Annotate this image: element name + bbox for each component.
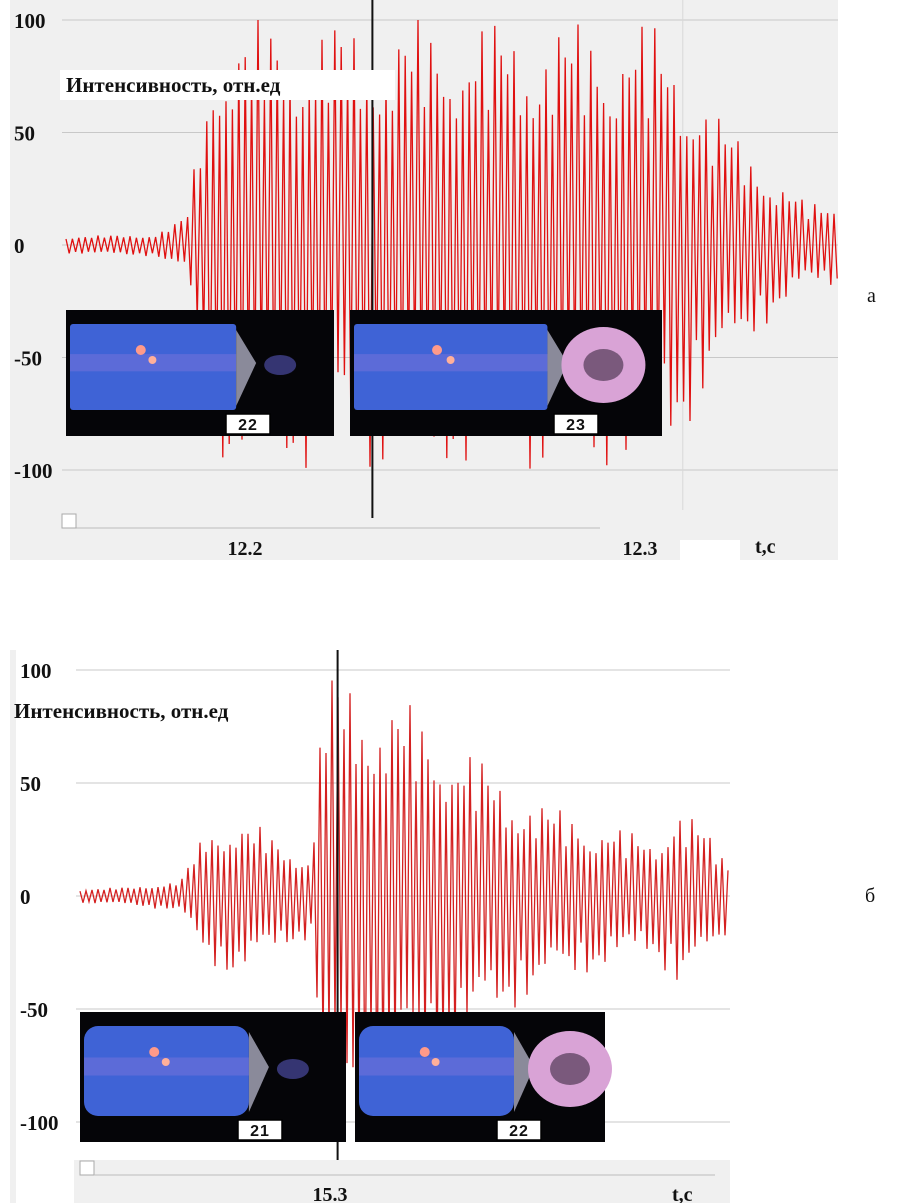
scroll-left-handle[interactable] (79, 1160, 95, 1176)
frame-number-badge (237, 1119, 283, 1141)
flame-core (583, 349, 624, 381)
signal-path (79, 680, 729, 1108)
x-tick-label: 12.3 (623, 538, 658, 560)
series-line-b (79, 680, 729, 1108)
inset-photo-21: 21 (80, 1012, 346, 1142)
x-axis-strip (74, 1160, 730, 1203)
frame-number-badge (553, 413, 599, 435)
panel-label: а (867, 285, 876, 307)
xlabel-bg (680, 540, 740, 560)
glow-spot (161, 1058, 170, 1066)
frame-number: 22 (509, 1123, 529, 1140)
y-ticks: 100 50 0 -50 -100 (14, 9, 53, 483)
glow-spot (431, 1058, 440, 1066)
y-tick-label: -50 (14, 347, 42, 371)
nozzle (514, 1032, 534, 1112)
y-tick-label: -100 (14, 459, 53, 483)
nozzle (547, 330, 568, 406)
plasma-band (359, 1057, 514, 1076)
x-tick-label: 15.3 (313, 1184, 348, 1203)
glow-spot (135, 345, 146, 355)
chart-b-svg: 21 22 100 50 0 -50 -100 Интенсивность, отн.ед… (10, 650, 875, 1203)
y-tick-label: 0 (20, 885, 31, 909)
frame-number: 22 (238, 417, 258, 434)
plot-left-edge (10, 650, 16, 1203)
y-ticks: 100 50 0 -50 -100 (20, 659, 59, 1135)
nozzle (248, 1032, 269, 1112)
y-tick-label: 100 (14, 9, 46, 33)
x-axis-label: t,c (755, 536, 776, 558)
panel-label: б (865, 885, 875, 907)
plasma-band (84, 1057, 249, 1076)
signal-path (65, 19, 838, 469)
frame-number-badge (496, 1119, 542, 1141)
y-tick-label: -100 (20, 1111, 59, 1135)
flame-core (550, 1053, 590, 1085)
scroll-left-handle[interactable] (61, 513, 77, 529)
glow-spot (149, 1047, 160, 1057)
x-tick-label: 12.2 (228, 538, 263, 560)
y-tick-label: 0 (14, 234, 25, 258)
chart-panel-a: 22 23 100 50 0 -50 -100 Интенсивность, отн.ед… (0, 0, 901, 580)
chart-panel-b: 21 22 100 50 0 -50 -100 Интенсивность, отн.ед… (0, 650, 901, 1203)
y-axis-label: Интенсивность, отн.ед (14, 699, 229, 723)
y-axis-label: Интенсивность, отн.ед (66, 73, 281, 97)
glow-spot (432, 345, 443, 355)
chart-a-svg: 22 23 100 50 0 -50 -100 Интенсивность, отн.ед… (10, 0, 876, 560)
flame-plume (276, 1059, 309, 1079)
glow-spot (446, 356, 455, 364)
inset-photo-22: 22 (66, 310, 334, 436)
inset-photo-22: 22 (355, 1012, 612, 1142)
x-axis-label: t,c (672, 1184, 693, 1203)
x-ticks: 12.2 12.3 (228, 538, 658, 560)
inset-photos: 21 22 (80, 1012, 612, 1142)
x-ticks: 15.3 (313, 1184, 348, 1203)
frame-number: 21 (250, 1123, 270, 1140)
y-tick-label: 100 (20, 659, 52, 683)
nozzle (236, 330, 257, 406)
inset-photo-23: 23 (350, 310, 662, 436)
y-tick-label: 50 (20, 772, 41, 796)
flame-plume (264, 355, 297, 375)
frame-number-badge (225, 413, 271, 435)
y-tick-label: 50 (14, 122, 35, 146)
inset-photos: 22 23 (66, 310, 662, 436)
ylabel-bg (60, 70, 395, 100)
glow-spot (419, 1047, 430, 1057)
series-line-a (65, 19, 838, 469)
frame-number: 23 (566, 417, 586, 434)
glow-spot (148, 356, 157, 364)
y-tick-label: -50 (20, 998, 48, 1022)
